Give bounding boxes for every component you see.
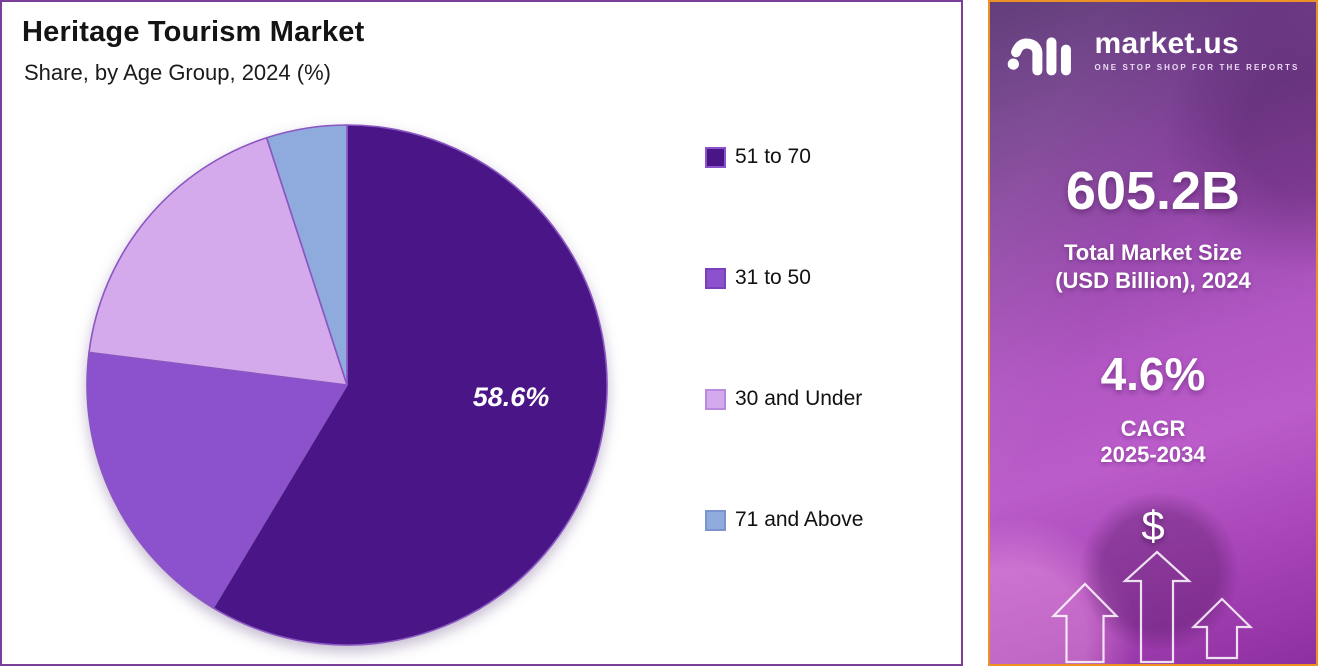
legend: 51 to 70 31 to 50 30 and Under 71 and Above [705,145,863,532]
pie-chart: 58.6% [86,124,608,646]
pie-slice-30-and-under [88,136,348,386]
total-market-size-stat: 605.2B Total Market Size (USD Billion), … [990,161,1316,294]
cagr-label-line2: 2025-2034 [1100,441,1206,467]
legend-swatch [705,388,726,410]
pie-slice-71-and-above [265,124,348,386]
legend-item-71-and-above: 71 and Above [705,508,863,532]
legend-item-30-and-under: 30 and Under [705,387,863,411]
page-title: Heritage Tourism Market [22,16,365,48]
growth-arrow-left [1050,582,1120,664]
chart-panel: Heritage Tourism Market Share, by Age Gr… [0,0,963,666]
growth-arrow-middle [1122,550,1192,664]
brand-text: market.us ONE STOP SHOP FOR THE REPORTS [1095,28,1300,72]
cagr-stat: 4.6% CAGR 2025-2034 [990,349,1316,468]
growth-arrow-right [1190,597,1254,660]
legend-label: 31 to 50 [735,266,811,289]
legend-label: 71 and Above [735,508,864,531]
cagr-value: 4.6% [1100,348,1206,400]
legend-item-31-to-50: 31 to 50 [705,266,863,290]
pie-value-label: 58.6% [473,382,550,412]
sidebar: market.us ONE STOP SHOP FOR THE REPORTS … [988,0,1318,666]
cagr-label-line1: CAGR [1120,415,1186,441]
brand-tagline: ONE STOP SHOP FOR THE REPORTS [1094,62,1300,72]
legend-swatch [705,509,726,531]
market-size-value: 605.2B [1065,161,1241,221]
legend-label: 30 and Under [735,387,863,410]
brand-name: market.us [1094,27,1239,60]
market-size-label: Total Market Size (USD Billion), 2024 [990,239,1316,294]
growth-arrows-icon [1050,550,1254,664]
legend-item-51-to-70: 51 to 70 [705,145,863,169]
brand-logo: market.us ONE STOP SHOP FOR THE REPORTS [990,28,1316,80]
legend-swatch [705,146,726,168]
pie-slice-51-to-70 [212,124,608,646]
cagr-label: CAGR 2025-2034 [990,416,1316,469]
market-size-label-line1: Total Market Size [1063,240,1243,266]
market-us-logo-icon [1007,37,1071,76]
pie-slice-31-to-50 [86,351,348,609]
dollar-icon: $ [1141,502,1165,549]
legend-swatch [705,267,726,289]
market-size-label-line2: (USD Billion), 2024 [1055,267,1251,293]
legend-label: 51 to 70 [735,145,811,168]
chart-subtitle: Share, by Age Group, 2024 (%) [24,60,331,85]
